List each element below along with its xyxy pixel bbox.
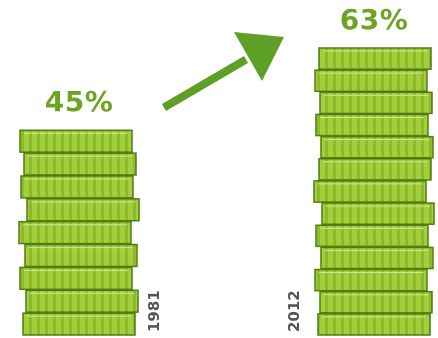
coin xyxy=(26,198,140,222)
coin xyxy=(318,158,432,181)
coin xyxy=(315,224,429,248)
coin xyxy=(321,202,435,225)
coin xyxy=(315,113,429,137)
bar-1981 xyxy=(18,129,140,336)
coin xyxy=(18,220,132,245)
coin xyxy=(317,313,431,336)
coin xyxy=(19,129,133,153)
coin xyxy=(23,152,137,176)
coin xyxy=(313,180,427,203)
coin xyxy=(320,135,434,159)
coin xyxy=(25,289,139,313)
data-label-2012: 63% xyxy=(339,3,409,36)
coin xyxy=(24,243,138,268)
coin xyxy=(20,175,134,199)
coin xyxy=(319,91,433,115)
category-label-2012: 2012 xyxy=(285,290,303,332)
coin xyxy=(314,69,428,93)
trend-arrow xyxy=(162,32,284,111)
coin xyxy=(22,312,136,336)
bar-2012 xyxy=(313,47,435,336)
coin xyxy=(320,246,434,270)
coin xyxy=(19,266,133,291)
coin xyxy=(319,290,433,314)
category-label-1981: 1981 xyxy=(145,290,163,332)
coin xyxy=(318,47,432,70)
coin xyxy=(314,268,428,292)
data-label-1981: 45% xyxy=(44,85,114,119)
